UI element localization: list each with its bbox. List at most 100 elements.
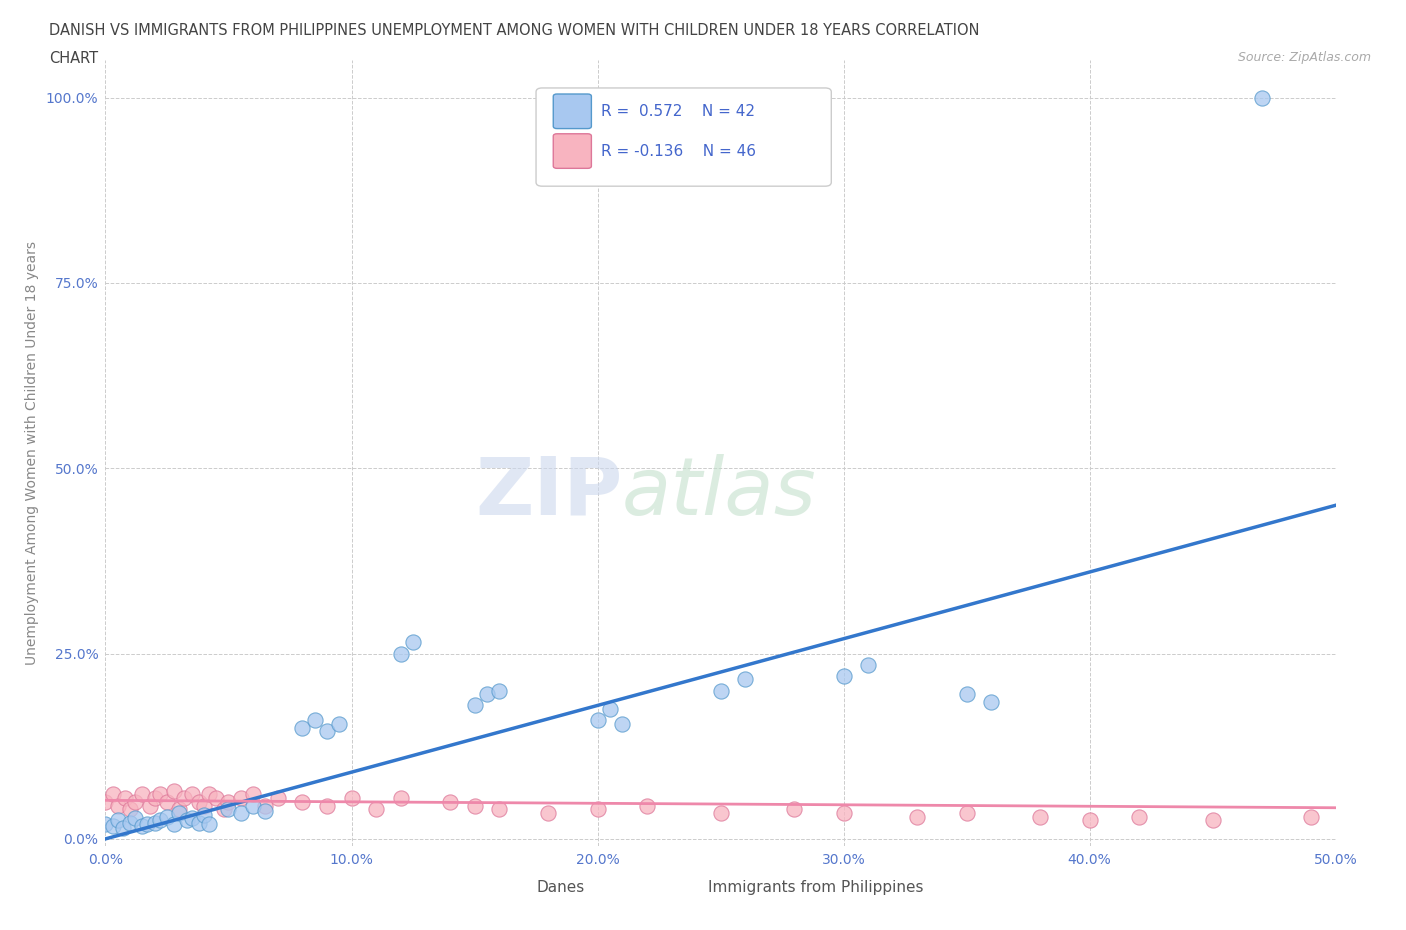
Point [180,787,202,802]
Point [734,672,756,687]
Point [94,817,117,831]
Point [143,790,166,805]
Point [439,794,461,809]
Point [205,790,228,805]
Point [610,716,633,731]
Point [136,817,159,831]
Point [254,798,277,813]
Point [1029,809,1052,824]
Point [131,787,153,802]
Point [163,817,186,831]
Point [254,804,277,818]
Point [229,805,252,820]
FancyBboxPatch shape [536,88,831,186]
Point [475,687,498,702]
Point [120,802,141,817]
Point [169,805,191,820]
Point [304,712,326,727]
Y-axis label: Unemployment Among Women with Children Under 18 years: Unemployment Among Women with Children U… [25,242,39,665]
Point [389,790,412,805]
Point [340,790,363,805]
Point [197,787,219,802]
Point [586,802,609,817]
Point [1301,809,1323,824]
Point [149,787,172,802]
Point [149,813,172,828]
Point [156,794,179,809]
Point [1251,90,1274,105]
Point [402,635,425,650]
Point [389,646,412,661]
Point [956,687,979,702]
Point [464,698,486,713]
Text: Source: ZipAtlas.com: Source: ZipAtlas.com [1237,51,1371,64]
Point [858,658,880,672]
Point [315,798,337,813]
Point [586,712,609,727]
Point [120,815,141,830]
Point [197,817,219,831]
Text: ZIP: ZIP [475,454,621,532]
Point [131,818,153,833]
Point [107,813,129,828]
Point [464,798,486,813]
Text: CHART: CHART [49,51,98,66]
Point [599,702,621,717]
Point [188,815,211,830]
Point [783,802,806,817]
Point [114,790,136,805]
Point [101,787,124,802]
Point [212,802,235,817]
Point [107,798,129,813]
Point [180,811,202,826]
Point [242,787,264,802]
Text: R =  0.572    N = 42: R = 0.572 N = 42 [602,104,755,119]
Point [832,805,855,820]
Point [980,695,1002,710]
Point [143,815,166,830]
FancyBboxPatch shape [489,875,527,899]
Text: Immigrants from Philippines: Immigrants from Philippines [709,880,924,895]
Point [907,809,929,824]
Point [710,805,733,820]
Point [193,798,215,813]
Point [156,809,179,824]
Point [1202,813,1225,828]
Point [218,802,240,817]
Text: R = -0.136    N = 46: R = -0.136 N = 46 [602,143,756,158]
Point [366,802,388,817]
Point [291,794,314,809]
Point [1128,809,1150,824]
FancyBboxPatch shape [554,134,592,168]
Point [328,716,350,731]
Text: DANISH VS IMMIGRANTS FROM PHILIPPINES UNEMPLOYMENT AMONG WOMEN WITH CHILDREN UND: DANISH VS IMMIGRANTS FROM PHILIPPINES UN… [49,23,980,38]
FancyBboxPatch shape [554,94,592,128]
Point [832,669,855,684]
Point [193,808,215,823]
Point [315,724,337,738]
Point [291,720,314,735]
Point [169,802,191,817]
Point [188,794,211,809]
Point [242,798,264,813]
Text: atlas: atlas [621,454,817,532]
Point [138,798,162,813]
Point [124,811,146,826]
Point [636,798,658,813]
Point [1078,813,1101,828]
Point [163,783,186,798]
Point [267,790,290,805]
Text: Danes: Danes [536,880,585,895]
Point [956,805,979,820]
Point [101,818,124,833]
Point [176,813,198,828]
Point [173,790,195,805]
Point [111,820,134,835]
Point [488,684,510,698]
Point [94,794,117,809]
Point [488,802,510,817]
Point [710,684,733,698]
Point [537,805,560,820]
Point [124,794,146,809]
Point [218,794,240,809]
